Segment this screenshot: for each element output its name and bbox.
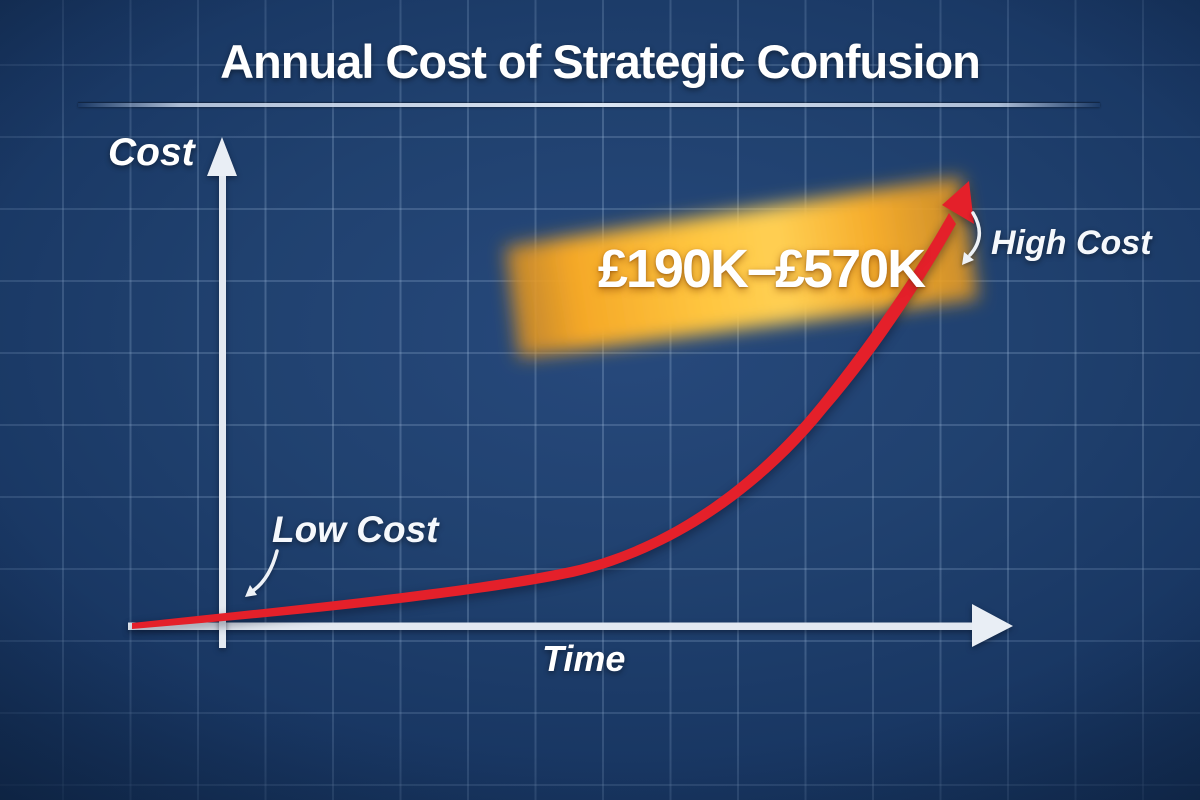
chart-title: Annual Cost of Strategic Confusion xyxy=(220,35,981,88)
x-axis-arrow-icon xyxy=(972,604,1013,647)
y-axis xyxy=(207,137,237,648)
y-axis-label: Cost xyxy=(108,131,195,174)
title-divider xyxy=(78,103,1100,107)
high-cost-arrow-icon xyxy=(962,211,981,265)
range-band xyxy=(505,177,978,358)
low-cost-arrow-icon xyxy=(245,549,279,597)
low-cost-label: Low Cost xyxy=(272,509,439,550)
cost-curve xyxy=(132,181,974,629)
cost-curve-arrow-icon xyxy=(942,181,974,224)
y-axis-arrow-icon xyxy=(207,137,237,176)
x-axis-label: Time xyxy=(542,638,626,679)
range-band-label: £190K–£570K xyxy=(597,239,926,299)
high-cost-label: High Cost xyxy=(991,224,1152,262)
x-axis xyxy=(128,604,1013,647)
